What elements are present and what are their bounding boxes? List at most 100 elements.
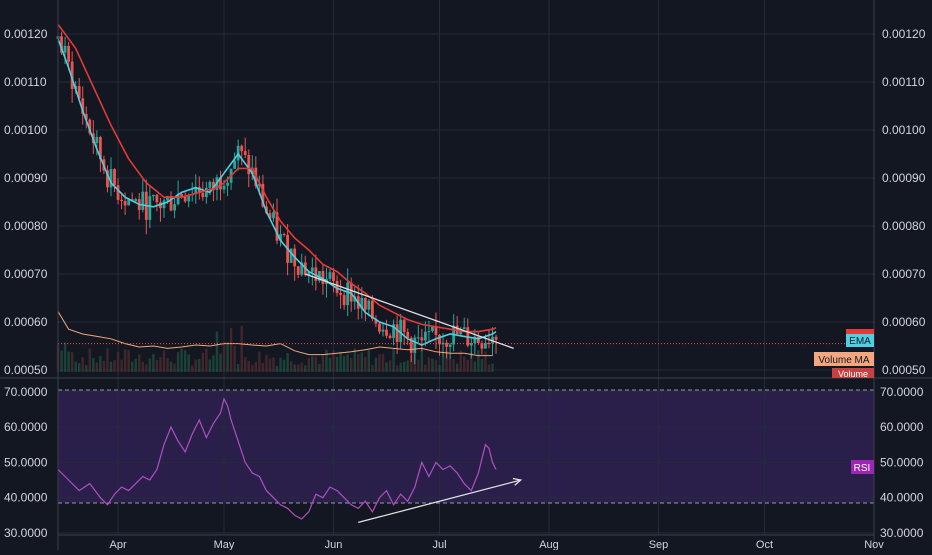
candle-body xyxy=(448,344,452,347)
volume-bar xyxy=(63,342,67,372)
x-tick-label: Oct xyxy=(756,539,773,550)
volume-bar xyxy=(166,358,169,372)
volume-bar xyxy=(374,357,378,372)
volume-bar xyxy=(321,354,325,372)
candle-body xyxy=(360,297,364,309)
volume-bar xyxy=(215,331,219,372)
volume-bar xyxy=(201,352,205,372)
candle-body xyxy=(420,337,424,341)
candle-body xyxy=(183,196,187,202)
rsi-tick-label-right: 70.0000 xyxy=(880,385,924,399)
candle-body xyxy=(208,181,212,188)
volume-bar xyxy=(251,364,254,372)
candle-body xyxy=(332,272,335,281)
x-tick-label: Nov xyxy=(864,539,884,550)
candle-body xyxy=(469,343,473,346)
volume-bar xyxy=(357,354,360,372)
x-tick-label: Aug xyxy=(539,539,559,550)
y-tick-label-right: 0.00080 xyxy=(882,219,926,233)
y-tick-label-left: 0.00090 xyxy=(4,171,48,185)
volume-bar xyxy=(463,356,466,372)
rsi-tick-label-right: 60.0000 xyxy=(880,420,924,434)
candle-body xyxy=(282,233,286,235)
volume-bar xyxy=(92,358,95,372)
candle-body xyxy=(342,295,346,306)
volume-bar xyxy=(187,354,190,372)
rsi-tick-label-right: 50.0000 xyxy=(880,455,924,469)
volume-bar xyxy=(441,357,445,372)
candle-body xyxy=(141,191,145,211)
volume-bar xyxy=(77,363,81,372)
candle-body xyxy=(399,319,403,342)
volume-bar xyxy=(265,354,268,372)
candle-body xyxy=(226,182,229,186)
volume-bar xyxy=(134,358,137,372)
volume-bar xyxy=(176,352,180,372)
rsi-trendline xyxy=(358,479,521,524)
volume-bar xyxy=(480,359,484,372)
volume-bar xyxy=(272,357,275,372)
volume-bar xyxy=(240,325,243,372)
volume-bar xyxy=(473,361,477,372)
volume-bar xyxy=(434,360,438,372)
candle-body xyxy=(473,336,477,344)
candle-body xyxy=(321,271,325,284)
volume-bar xyxy=(233,345,236,372)
volume-bar xyxy=(297,364,300,372)
volume-bar xyxy=(95,362,99,372)
volume-bar xyxy=(254,361,258,372)
y-tick-label-right: 0.00050 xyxy=(882,363,926,377)
candle-body xyxy=(187,194,191,202)
y-tick-label-left: 0.00060 xyxy=(4,315,48,329)
volume-bar xyxy=(395,365,399,372)
y-tick-label-right: 0.00060 xyxy=(882,315,926,329)
volume-bar xyxy=(102,360,106,372)
candle-body xyxy=(434,326,438,335)
volume-bar xyxy=(275,365,279,372)
volume-bar xyxy=(477,350,480,372)
y-tick-label-right: 0.00100 xyxy=(882,123,926,137)
rsi-tick-label-left: 60.0000 xyxy=(4,420,48,434)
candle-body xyxy=(431,326,434,332)
volume-bar xyxy=(371,365,374,372)
candle-body xyxy=(88,119,92,134)
x-tick-label: Apr xyxy=(109,539,126,550)
candle-body xyxy=(402,319,406,332)
volume-bar xyxy=(113,360,116,372)
trendlines[interactable] xyxy=(305,273,523,524)
axes[interactable]: Apr May Jun Jul Aug Sep Oct Nov 0.00120 0.00120 0.… xyxy=(4,27,926,551)
candle-body xyxy=(374,318,378,324)
candle-body xyxy=(423,331,427,341)
y-tick-label-right: 0.00120 xyxy=(882,27,926,41)
volume-bar xyxy=(148,358,152,372)
volume-bar xyxy=(431,358,434,372)
candle-body xyxy=(268,213,272,219)
volume-bar xyxy=(141,361,144,372)
candle-body xyxy=(116,185,120,200)
candle-body xyxy=(272,212,275,219)
candle-body xyxy=(257,183,261,187)
ema-label-text: EMA xyxy=(849,336,871,347)
volume-bar xyxy=(219,353,222,372)
candle-body xyxy=(123,201,127,206)
y-tick-label-left: 0.00070 xyxy=(4,267,48,281)
candle-body xyxy=(173,204,176,211)
candle-body xyxy=(487,342,491,344)
volume-ma-line xyxy=(57,311,493,357)
candle-body xyxy=(243,151,247,155)
volume-bar xyxy=(307,358,311,372)
volume-bar xyxy=(159,357,162,372)
candle-body xyxy=(180,193,184,197)
rsi-label: RSI xyxy=(851,460,874,474)
volume-label-text: Volume xyxy=(838,369,868,379)
volume-bar xyxy=(145,364,148,372)
volume-bar xyxy=(339,351,342,372)
volume-bar xyxy=(268,358,272,372)
rsi-tick-label-left: 40.0000 xyxy=(4,491,48,505)
volume-ma-label-text: Volume MA xyxy=(818,355,869,366)
volume-bar xyxy=(169,361,173,372)
volume-bar xyxy=(106,348,109,372)
volume-bar xyxy=(466,359,469,372)
